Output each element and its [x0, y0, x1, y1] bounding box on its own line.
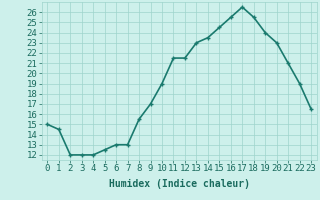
X-axis label: Humidex (Indice chaleur): Humidex (Indice chaleur) [109, 179, 250, 189]
